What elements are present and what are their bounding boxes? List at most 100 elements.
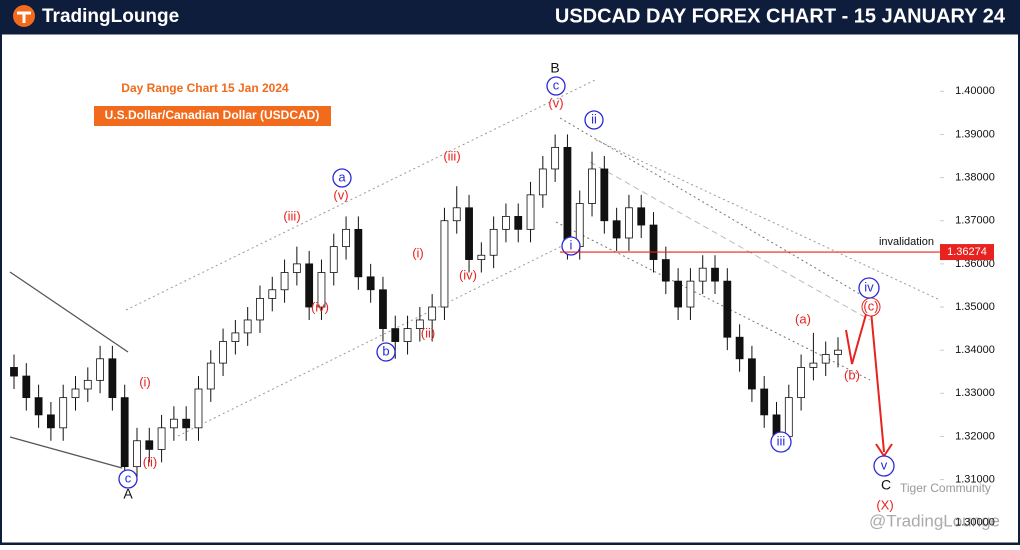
- candle-body: [428, 306, 437, 321]
- candle-body: [96, 358, 104, 381]
- watermark: @TradingLounge: [869, 511, 1000, 530]
- wave-label: (a): [795, 311, 811, 326]
- wave-label: (v): [333, 187, 348, 202]
- candle-body: [83, 379, 92, 390]
- candle-body: [711, 267, 719, 282]
- candle-body: [526, 194, 535, 230]
- candle-body: [625, 207, 633, 239]
- candle-body: [588, 168, 596, 204]
- wave-label: i: [570, 237, 573, 252]
- y-tick-label: 1.30000: [955, 517, 995, 529]
- candle-body: [280, 272, 289, 291]
- y-tick-label: 1.36000: [955, 258, 995, 270]
- candle-body: [120, 397, 129, 468]
- candle-body: [551, 146, 560, 170]
- candle-body: [391, 328, 400, 342]
- candle-body: [465, 207, 473, 260]
- wave-label: (iii): [443, 148, 460, 163]
- candle-body: [821, 354, 830, 364]
- wave-label: c: [125, 470, 132, 485]
- instrument-box: [94, 106, 331, 126]
- wave-circle: [561, 236, 581, 256]
- y-tick-label: 1.40000: [955, 85, 995, 97]
- candle-body: [366, 276, 375, 291]
- candle-body: [10, 367, 18, 377]
- y-tick-label: 1.31000: [955, 474, 995, 486]
- candle-body: [403, 328, 412, 342]
- logo: TradingLounge: [42, 6, 179, 27]
- wave-circle: [770, 431, 792, 453]
- wave-label: ii: [591, 111, 597, 126]
- wave-circle: [376, 342, 396, 362]
- candle-body: [538, 168, 547, 196]
- wave-circle: [118, 469, 138, 489]
- wave-label: (X): [876, 497, 893, 512]
- chart-title: USDCAD DAY FOREX CHART - 15 JANUARY 24: [555, 5, 1006, 27]
- invalidation-text: invalidation: [879, 236, 934, 248]
- y-tick-label: 1.35000: [955, 301, 995, 313]
- wave-label: (i): [139, 374, 151, 389]
- wave-label: b: [382, 343, 389, 358]
- candle-body: [206, 362, 215, 390]
- y-tick-label: 1.38000: [955, 171, 995, 183]
- watermark: Tiger Community: [900, 481, 991, 495]
- candle-body: [317, 272, 326, 308]
- y-tick-label: 1.34000: [955, 344, 995, 356]
- wave-label: v: [881, 457, 888, 472]
- candle-body: [108, 358, 117, 399]
- subtitle: Day Range Chart 15 Jan 2024: [121, 81, 289, 95]
- candle-body: [452, 207, 461, 222]
- candle-body: [22, 375, 31, 399]
- wave-labels: B c (v) ii a (v) (iii) (iii) (iv) (i) (i…: [118, 60, 895, 512]
- header-bar: [0, 0, 1020, 33]
- wave-label: iv: [864, 279, 874, 294]
- candle-body: [34, 397, 43, 416]
- candle-body: [489, 228, 498, 256]
- candle-body: [133, 440, 141, 468]
- wave-circle: [332, 168, 352, 188]
- candle-body: [723, 280, 732, 338]
- candle-body: [477, 254, 486, 260]
- candle-body: [182, 418, 191, 429]
- price-tag-label: 1.36274: [947, 246, 987, 258]
- candle-body: [268, 289, 277, 299]
- candle-body: [379, 289, 387, 329]
- candle-body: [649, 224, 658, 260]
- wave-circle: [546, 76, 566, 96]
- candle-body: [661, 259, 670, 282]
- candle-body: [760, 388, 769, 416]
- wave-label: a: [338, 169, 346, 184]
- wave-label: (i): [412, 245, 424, 260]
- y-tick-label: 1.33000: [955, 387, 995, 399]
- wave-label: (iv): [311, 299, 329, 314]
- candle-body: [797, 367, 806, 399]
- instrument: U.S.Dollar/Canadian Dollar (USDCAD): [105, 108, 320, 122]
- candle-body: [71, 388, 80, 399]
- channels: [9, 79, 941, 469]
- wave-label: (iii): [283, 208, 300, 223]
- candle-body: [256, 297, 264, 321]
- wave-label: c: [553, 77, 560, 92]
- candle-body: [305, 263, 314, 308]
- candle-body: [415, 319, 424, 329]
- candle-body: [698, 267, 707, 282]
- candle-body: [735, 336, 744, 360]
- candle-body: [834, 349, 842, 355]
- wave-label: iii: [777, 433, 786, 448]
- wave-label: (b): [844, 367, 860, 382]
- candle-body: [219, 341, 227, 364]
- wave-label: A: [123, 486, 133, 502]
- logo-glyph: [17, 11, 31, 23]
- candle-body: [46, 414, 55, 429]
- wave-label: (v): [548, 95, 563, 110]
- wave-label: C: [881, 477, 891, 493]
- candle-body: [231, 332, 240, 342]
- candle-body: [674, 280, 683, 308]
- candle-body: [194, 388, 203, 429]
- candle-body: [600, 168, 609, 222]
- candle-body: [514, 216, 523, 230]
- candle-body: [637, 207, 646, 226]
- y-tick-label: 1.32000: [955, 430, 995, 442]
- candle-body: [145, 440, 154, 450]
